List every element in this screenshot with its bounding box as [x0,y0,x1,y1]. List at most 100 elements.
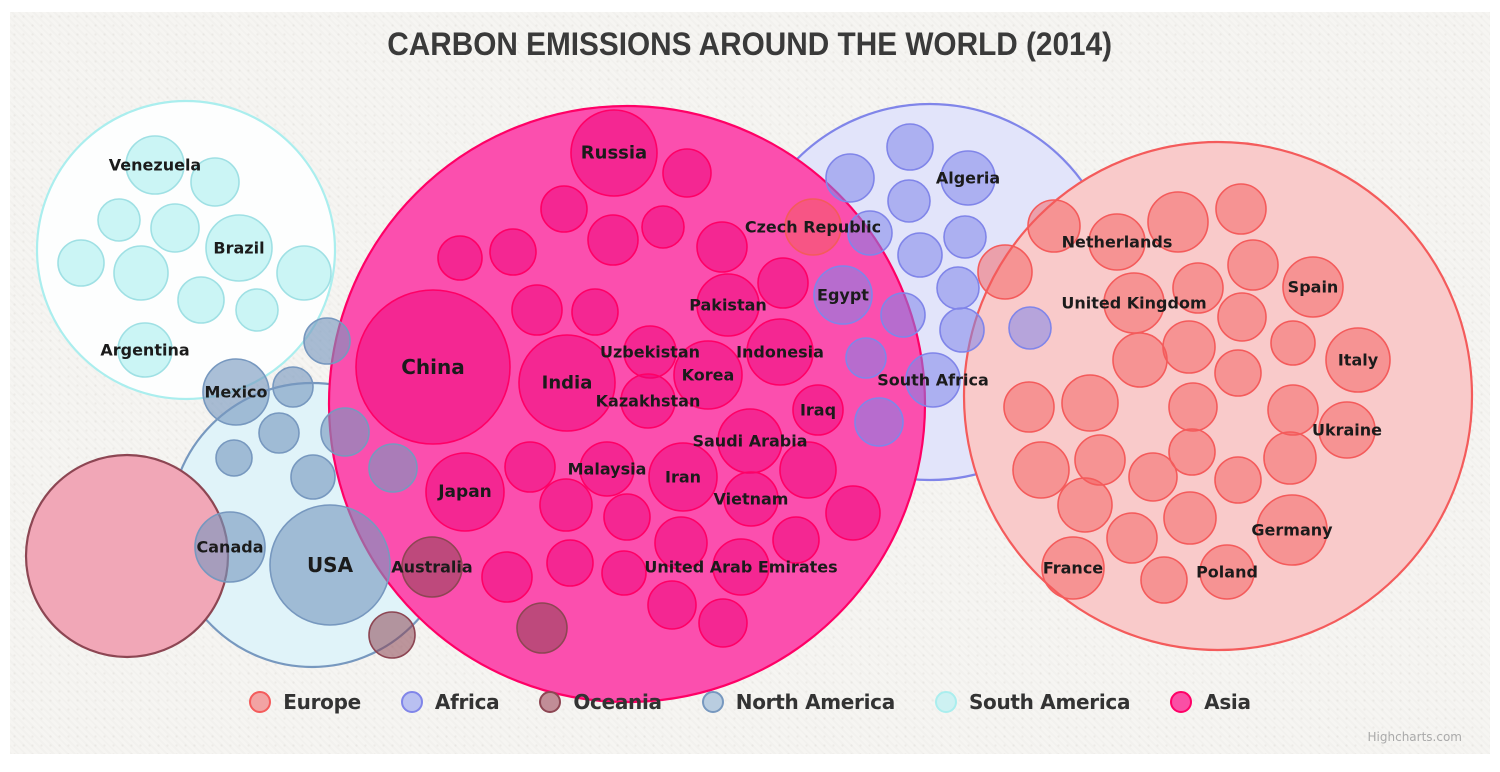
bubble-north-america[interactable] [290,454,336,500]
bubble-north-america[interactable] [215,439,253,477]
bubble-north-america[interactable] [368,443,418,493]
bubble-asia[interactable] [504,441,556,493]
legend-item-africa[interactable]: Africa [400,690,500,714]
bubble-africa-south-africa[interactable] [905,352,961,408]
bubble-asia[interactable] [772,516,820,564]
bubble-africa-algeria[interactable] [940,150,996,206]
bubble-africa[interactable] [943,215,987,259]
bubble-asia-korea[interactable] [673,340,743,410]
bubble-asia[interactable] [779,441,837,499]
bubble-asia[interactable] [437,235,483,281]
bubble-europe[interactable] [1227,239,1279,291]
bubble-north-america[interactable] [303,317,351,365]
bubble-asia[interactable] [511,284,563,336]
bubble-asia[interactable] [571,288,619,336]
bubble-south-america-argentina[interactable] [117,322,173,378]
bubble-europe[interactable] [1106,512,1158,564]
bubble-asia-uzbekistan[interactable] [623,325,677,379]
bubble-africa[interactable] [845,337,887,379]
bubble-europe[interactable] [1214,456,1262,504]
bubble-africa[interactable] [897,232,943,278]
bubble-asia[interactable] [540,185,588,233]
bubble-asia[interactable] [489,228,537,276]
bubble-asia[interactable] [654,516,708,570]
bubble-asia-kazakhstan[interactable] [620,373,676,429]
bubble-asia[interactable] [601,550,647,596]
bubble-africa[interactable] [1008,306,1052,350]
bubble-africa[interactable] [939,307,985,353]
bubble-europe[interactable] [1267,384,1319,436]
bubble-asia-russia[interactable] [570,109,658,197]
bubble-north-america-canada[interactable] [194,511,266,583]
bubble-asia-iraq[interactable] [792,384,844,436]
bubble-europe[interactable] [1027,199,1081,253]
bubble-europe-united-kingdom[interactable] [1103,272,1165,334]
bubble-oceania-australia[interactable] [401,536,463,598]
bubble-north-america-usa[interactable] [269,504,391,626]
bubble-south-america[interactable] [97,198,141,242]
bubble-asia[interactable] [757,257,809,309]
bubble-south-america[interactable] [113,245,169,301]
bubble-europe[interactable] [1270,320,1316,366]
bubble-europe[interactable] [1012,441,1070,499]
bubble-asia[interactable] [825,485,881,541]
bubble-europe-spain[interactable] [1282,256,1344,318]
bubble-south-america[interactable] [150,203,200,253]
bubble-oceania[interactable] [368,611,416,659]
bubble-asia[interactable] [696,221,748,273]
bubble-south-america[interactable] [57,239,105,287]
bubble-europe-italy[interactable] [1325,327,1391,393]
bubble-asia-saudi-arabia[interactable] [717,408,783,474]
legend-item-asia[interactable]: Asia [1170,690,1251,714]
bubble-africa[interactable] [886,123,934,171]
bubble-asia-malaysia[interactable] [579,441,635,497]
bubble-asia-japan[interactable] [425,452,505,532]
bubble-asia-indonesia[interactable] [746,318,814,386]
bubble-asia-united-arab-emirates[interactable] [712,538,770,596]
legend-item-europe[interactable]: Europe [249,690,361,714]
bubble-europe[interactable] [1112,332,1168,388]
bubble-south-america[interactable] [235,288,279,332]
bubble-africa[interactable] [825,153,875,203]
bubble-asia[interactable] [587,214,639,266]
legend-item-south-america[interactable]: South America [934,690,1130,714]
bubble-south-america[interactable] [190,157,240,207]
bubble-africa[interactable] [854,397,904,447]
highcharts-credit[interactable]: Highcharts.com [1367,730,1462,744]
bubble-south-america-venezuela[interactable] [125,135,185,195]
bubble-europe[interactable] [1057,477,1113,533]
bubble-europe[interactable] [1215,183,1267,235]
bubble-europe[interactable] [1214,349,1262,397]
bubble-africa-egypt[interactable] [813,265,873,325]
bubble-europe-poland[interactable] [1199,544,1255,600]
bubble-europe-netherlands[interactable] [1088,213,1146,271]
bubble-europe[interactable] [1163,491,1217,545]
legend-item-oceania[interactable]: Oceania [539,690,662,714]
bubble-europe[interactable] [1217,292,1267,342]
bubble-europe[interactable] [1168,382,1218,432]
bubble-europe[interactable] [1168,428,1216,476]
bubble-north-america[interactable] [272,366,314,408]
bubble-asia-china[interactable] [355,289,511,445]
bubble-europe[interactable] [1003,381,1055,433]
bubble-europe-germany[interactable] [1256,494,1328,566]
bubble-south-america-brazil[interactable] [205,214,273,282]
bubble-asia[interactable] [662,148,712,198]
bubble-europe[interactable] [1263,431,1317,485]
bubble-asia-pakistan[interactable] [696,273,760,337]
bubble-europe-czech-republic[interactable] [784,198,842,256]
bubble-europe[interactable] [1061,374,1119,432]
bubble-asia-india[interactable] [518,334,616,432]
bubble-asia[interactable] [546,539,594,587]
bubble-north-america[interactable] [258,412,300,454]
bubble-asia[interactable] [698,598,748,648]
bubble-africa[interactable] [936,266,980,310]
bubble-africa[interactable] [847,210,893,256]
bubble-asia[interactable] [539,478,593,532]
bubble-europe[interactable] [1162,320,1216,374]
bubble-europe[interactable] [977,244,1033,300]
bubble-north-america[interactable] [320,407,370,457]
bubble-asia[interactable] [603,493,651,541]
legend-item-north-america[interactable]: North America [701,690,895,714]
bubble-europe[interactable] [1172,262,1224,314]
